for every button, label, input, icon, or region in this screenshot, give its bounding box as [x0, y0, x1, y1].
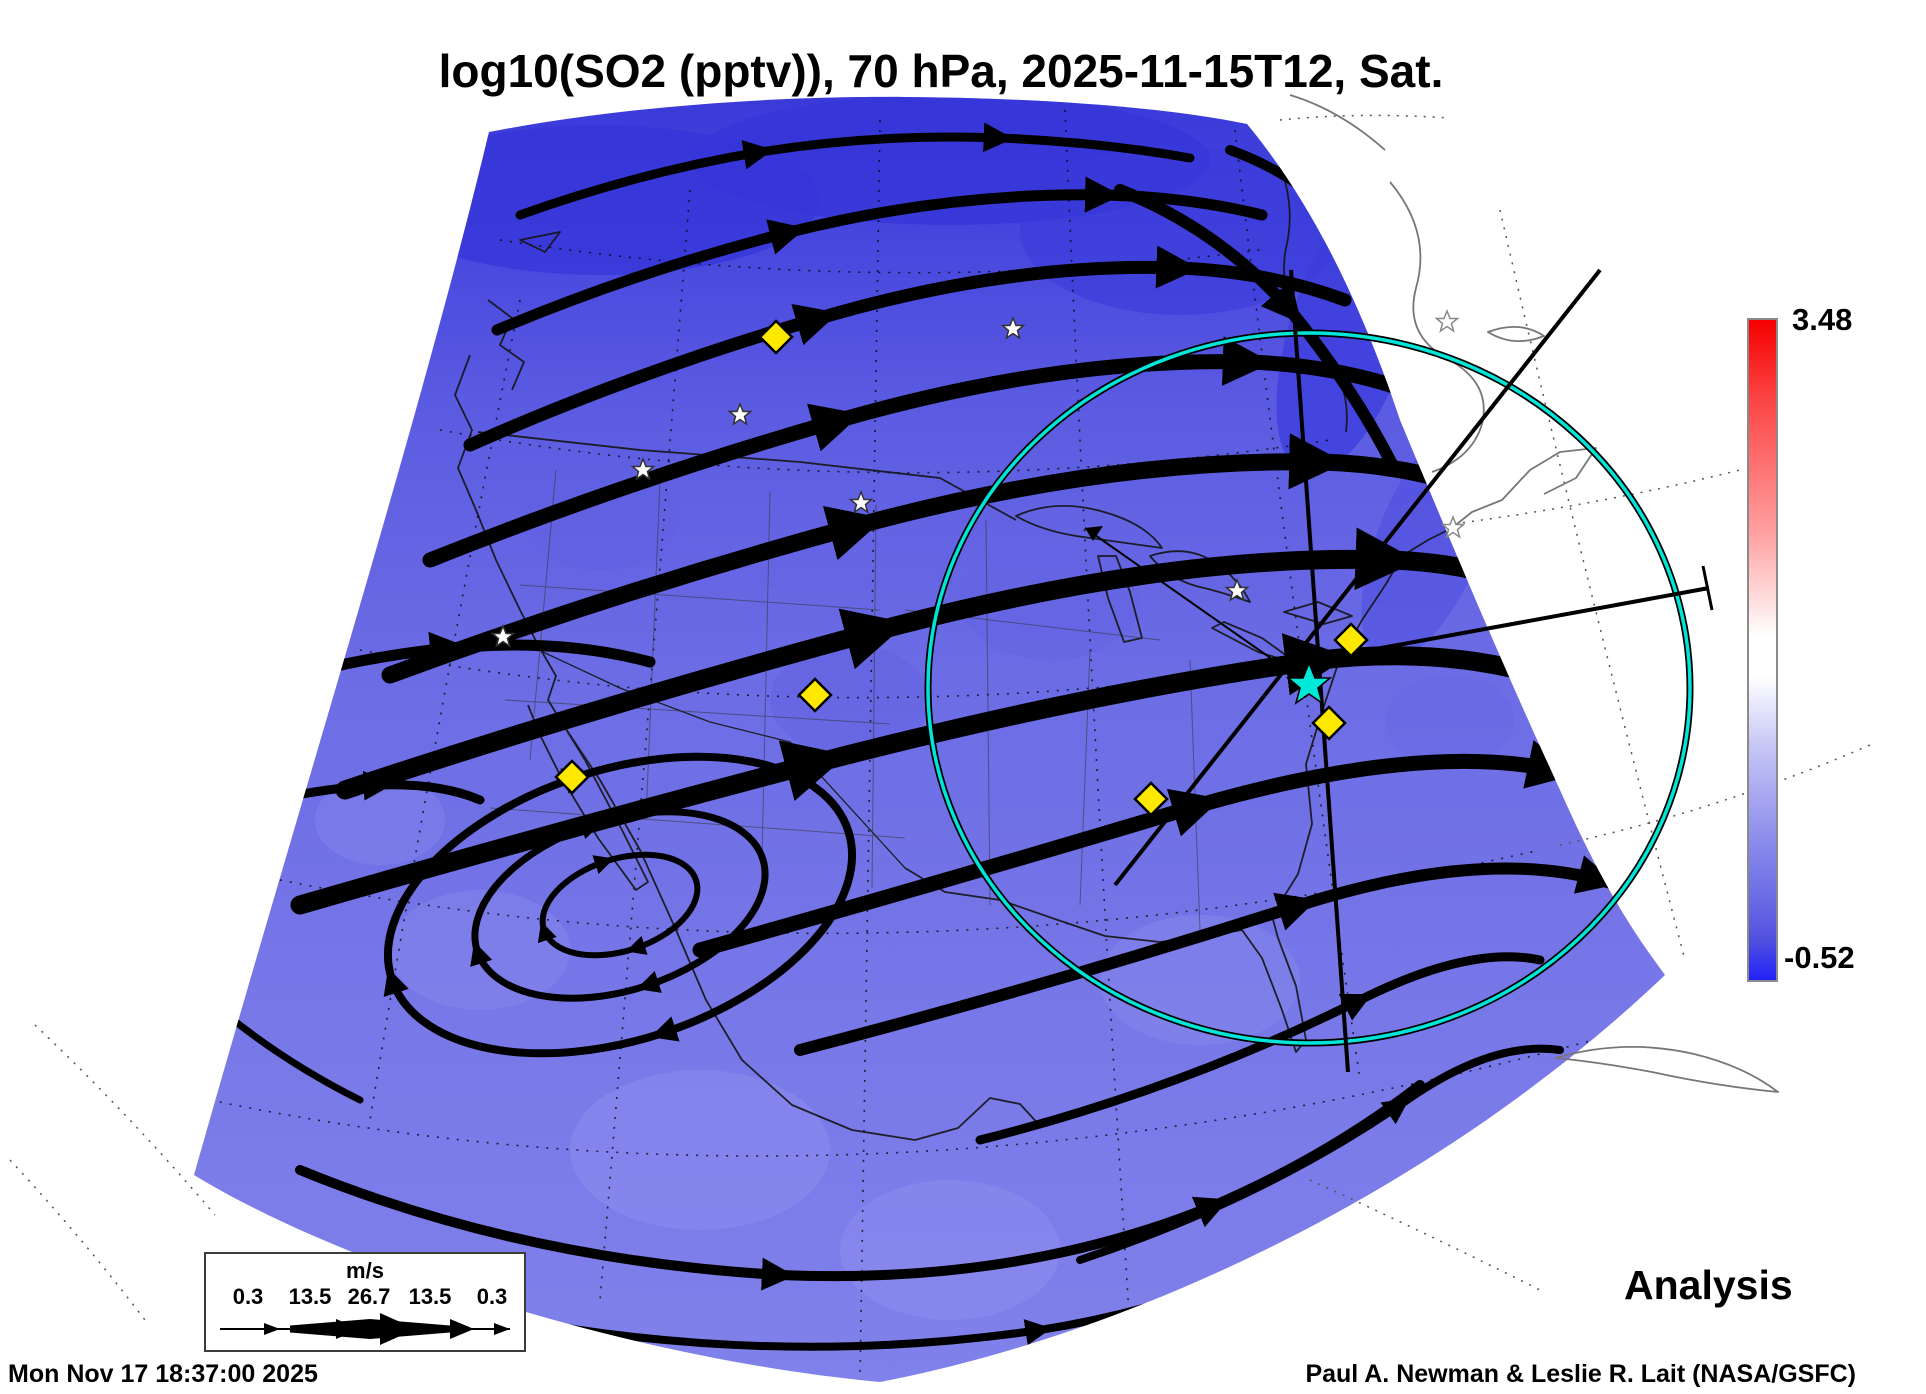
legend-units-label: m/s — [346, 1258, 384, 1283]
plot-title: log10(SO2 (pptv)), 70 hPa, 2025-11-15T12… — [438, 45, 1444, 97]
city-star-marker — [1435, 310, 1459, 332]
graticule-outside — [9, 114, 1871, 1321]
credit-line: Paul A. Newman & Leslie R. Lait (NASA/GS… — [1305, 1360, 1856, 1388]
wind-speed-legend: m/s 0.3 13.5 26.7 13.5 0.3 — [204, 1252, 526, 1352]
sight-line-diagonal — [1113, 268, 1602, 887]
trajectory-arrow — [1085, 526, 1103, 541]
trajectory-line — [1084, 527, 1310, 686]
legend-value: 0.3 — [476, 1284, 508, 1309]
legend-value: 13.5 — [408, 1284, 452, 1309]
generation-timestamp: Mon Nov 17 18:37:00 2025 — [8, 1360, 318, 1388]
sight-lines — [954, 268, 1714, 1073]
legend-value: 0.3 — [232, 1284, 264, 1309]
colorbar — [1747, 318, 1778, 982]
range-circle — [924, 329, 1694, 1047]
legend-value: 13.5 — [288, 1284, 332, 1309]
sight-line-horizontal — [954, 586, 1710, 728]
wind-arrow-scale-icon — [220, 1313, 510, 1345]
mode-label: Analysis — [1624, 1262, 1793, 1308]
colorbar-max-label: 3.48 — [1792, 302, 1853, 337]
sight-line-vertical — [1289, 269, 1350, 1073]
sight-line-end-tick — [1701, 565, 1714, 611]
colorbar-min-label: -0.52 — [1784, 940, 1855, 975]
legend-value: 26.7 — [347, 1284, 391, 1309]
